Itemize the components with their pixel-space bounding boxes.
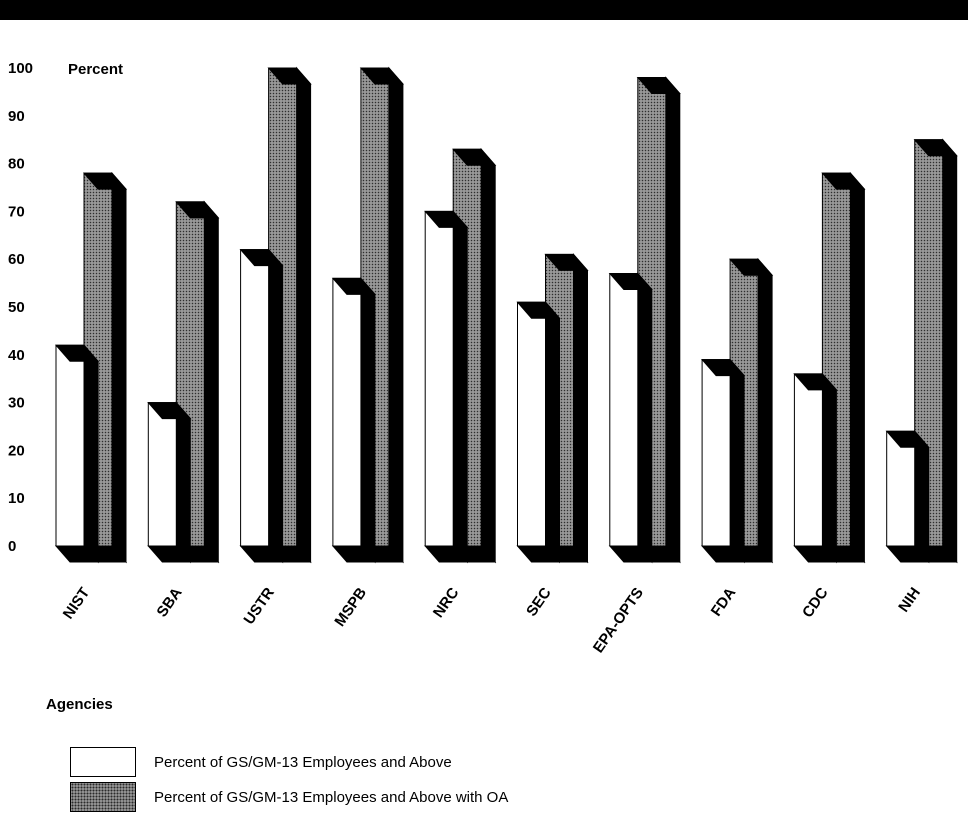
bar-mspb-with-oa-top <box>359 67 405 85</box>
x-tick-label: MSPB <box>331 584 370 629</box>
x-tick-label: NIST <box>60 585 94 623</box>
bar-sec-employees <box>516 300 561 564</box>
bar-cdc-with-oa-side <box>849 171 865 564</box>
bar-fda-employees-side <box>729 358 745 564</box>
bar-cdc-with-oa <box>821 171 866 564</box>
bar-sba-employees-side <box>175 401 191 564</box>
x-tick-label: NRC <box>430 584 463 621</box>
bar-epa-opts-employees-front <box>609 273 639 547</box>
bar-nrc-employees-top <box>424 210 469 228</box>
bar-ustr-employees-top <box>239 249 284 267</box>
bar-ustr-employees <box>239 248 284 564</box>
bar-mspb-employees <box>331 276 377 564</box>
bar-fda-with-oa-top <box>728 258 774 276</box>
bar-cdc-employees-side <box>821 372 837 564</box>
bar-nist-with-oa-top <box>82 172 128 190</box>
bar-epa-opts-employees <box>608 272 653 564</box>
y-tick-label: 20 <box>8 442 25 459</box>
x-tick-label: FDA <box>708 584 740 619</box>
bar-cdc-employees <box>793 372 838 564</box>
bar-nrc-with-oa-side <box>480 147 496 564</box>
bar-sec-with-oa-side <box>573 253 588 564</box>
bar-sba-with-oa-top <box>175 201 220 219</box>
bar-sec-with-oa-top <box>544 253 589 271</box>
y-tick-label: 10 <box>8 490 25 507</box>
x-tick-label: USTR <box>241 584 278 627</box>
bar-nih-employees <box>885 429 930 564</box>
bar-fda-employees <box>700 358 746 564</box>
bar-cdc-with-oa-top <box>821 172 866 190</box>
bar-epa-opts-employees-side <box>637 272 653 564</box>
bar-sba-employees <box>147 401 192 564</box>
bar-mspb-employees-top <box>331 277 377 295</box>
legend-swatch-white <box>70 747 136 777</box>
bar-mspb-employees-front <box>332 277 362 547</box>
bar-fda-employees-top <box>700 359 746 377</box>
bar-sba-employees-top <box>147 402 192 420</box>
bar-sba-with-oa-side <box>203 200 219 564</box>
bar-nrc-employees-front <box>424 210 454 547</box>
bar-cdc-employees-top <box>793 373 838 391</box>
y-tick-label: 40 <box>8 347 25 364</box>
bar-nist-employees-top <box>54 344 100 362</box>
bar-nih-employees-front <box>886 430 916 547</box>
bar-nih-employees-top <box>885 430 930 448</box>
x-tick-label: SEC <box>523 584 555 619</box>
y-tick-label: 70 <box>8 203 25 220</box>
x-tick-label: SBA <box>153 584 185 620</box>
bar-epa-opts-with-oa-side <box>665 76 681 564</box>
x-tick-label: EPA-OPTS <box>590 585 647 657</box>
bar-epa-opts-with-oa-top <box>636 77 681 95</box>
y-tick-label: 0 <box>8 538 16 555</box>
bar-sec-employees-front <box>517 301 546 547</box>
bar-sba-employees-front <box>147 402 177 547</box>
bar-nrc-with-oa-top <box>452 148 497 166</box>
x-axis-label: Agencies <box>46 696 113 713</box>
top-black-bar <box>0 0 968 20</box>
bar-nist-employees <box>54 343 100 564</box>
legend-label-series-2: Percent of GS/GM-13 Employees and Above … <box>154 788 509 806</box>
bar-ustr-employees-front <box>240 249 270 547</box>
legend-item-series-2: Percent of GS/GM-13 Employees and Above … <box>70 782 508 812</box>
x-tick-label: NIH <box>895 585 924 616</box>
y-tick-label: 50 <box>8 299 25 316</box>
bar-epa-opts-employees-top <box>608 273 653 291</box>
y-tick-label: 60 <box>8 251 25 268</box>
bar-nih-employees-side <box>914 429 930 564</box>
legend-item-series-1: Percent of GS/GM-13 Employees and Above <box>70 747 452 777</box>
bar-nist-with-oa-side <box>111 171 127 564</box>
bar-ustr-with-oa-side <box>296 66 312 564</box>
y-tick-label: 90 <box>8 108 25 125</box>
bar-cdc-employees-front <box>793 373 823 547</box>
y-axis-label: Percent <box>68 61 123 78</box>
bar-fda-employees-front <box>701 359 731 547</box>
y-tick-label: 80 <box>8 156 25 173</box>
x-tick-label: CDC <box>799 584 832 621</box>
bar-nrc-employees <box>424 210 469 564</box>
bar-sec-employees-side <box>545 300 560 564</box>
bar-sec-employees-top <box>516 301 561 319</box>
bar-nist-employees-front <box>55 344 85 547</box>
bar-nih-with-oa-top <box>913 139 958 157</box>
legend-swatch-stippled <box>70 782 136 812</box>
y-tick-label: 100 <box>8 60 33 77</box>
bar-mspb-with-oa-side <box>388 66 404 564</box>
bar-ustr-employees-side <box>268 248 284 564</box>
bar-mspb-employees-side <box>360 276 376 564</box>
bar-nrc-employees-side <box>452 210 468 564</box>
legend-label-series-1: Percent of GS/GM-13 Employees and Above <box>154 753 452 771</box>
y-tick-label: 30 <box>8 395 25 412</box>
bar-nih-with-oa-side <box>942 138 958 564</box>
bar-nist-employees-side <box>83 343 99 564</box>
bar-ustr-with-oa-top <box>267 67 312 85</box>
bar-fda-with-oa-side <box>757 257 773 564</box>
